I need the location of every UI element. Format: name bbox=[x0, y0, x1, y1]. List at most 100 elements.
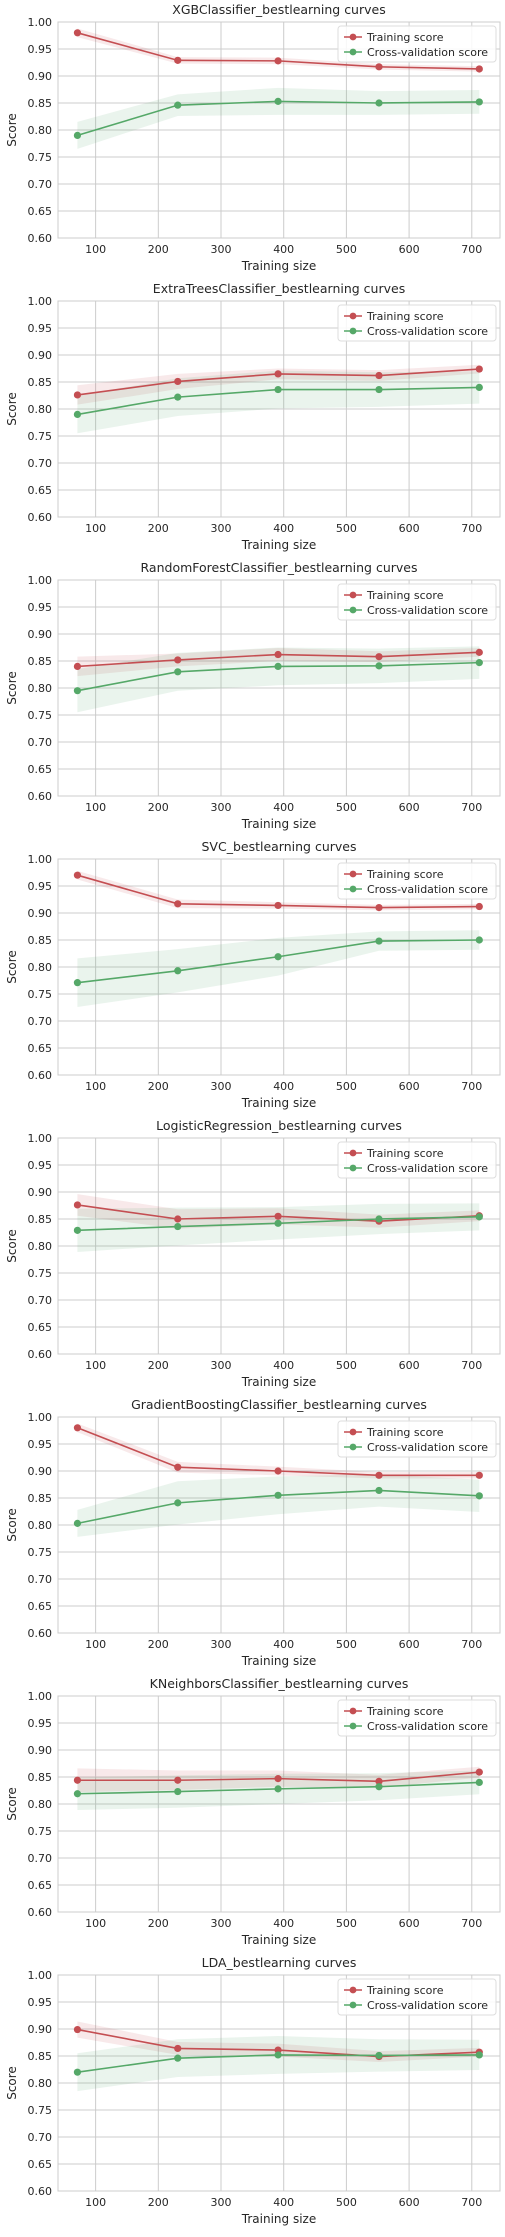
learning-curve-chart: KNeighborsClassifier_bestlearning curves… bbox=[0, 1674, 505, 1953]
y-tick-label: 0.75 bbox=[28, 430, 53, 443]
data-point-training bbox=[174, 1776, 182, 1784]
legend-entry: Training score bbox=[366, 1426, 444, 1439]
data-point-cross-validation bbox=[475, 1778, 483, 1786]
y-axis-label: Score bbox=[5, 950, 19, 984]
data-point-cross-validation bbox=[475, 383, 483, 391]
x-tick-label: 700 bbox=[461, 801, 482, 814]
data-point-cross-validation bbox=[73, 131, 82, 139]
y-tick-label: 0.60 bbox=[28, 1627, 53, 1640]
data-point-training bbox=[174, 2044, 182, 2053]
legend-marker bbox=[349, 327, 357, 335]
y-tick-label: 0.85 bbox=[28, 97, 53, 110]
data-point-training bbox=[174, 56, 182, 64]
legend-entry: Training score bbox=[366, 1147, 444, 1160]
y-tick-label: 0.75 bbox=[28, 1825, 53, 1838]
x-tick-label: 200 bbox=[148, 1080, 169, 1093]
y-tick-label: 0.95 bbox=[28, 601, 53, 614]
data-point-training bbox=[174, 377, 182, 386]
data-point-cross-validation bbox=[73, 1519, 82, 1527]
legend-marker bbox=[349, 33, 357, 41]
data-point-training bbox=[73, 871, 82, 879]
data-point-training bbox=[73, 391, 82, 399]
y-axis-label: Score bbox=[5, 392, 19, 426]
legend-entry: Cross-validation score bbox=[367, 1720, 488, 1733]
data-point-cross-validation bbox=[174, 101, 182, 109]
y-tick-label: 0.90 bbox=[28, 1744, 53, 1757]
legend-entry: Cross-validation score bbox=[367, 46, 488, 59]
y-axis-label: Score bbox=[5, 1508, 19, 1542]
y-tick-label: 0.70 bbox=[28, 736, 53, 749]
legend-marker bbox=[349, 1986, 357, 1994]
data-point-training bbox=[274, 1467, 282, 1475]
x-tick-label: 700 bbox=[461, 243, 482, 256]
plot-frame bbox=[57, 1974, 501, 2192]
legend-marker bbox=[349, 312, 357, 320]
y-tick-label: 0.95 bbox=[28, 1717, 53, 1730]
y-tick-label: 0.75 bbox=[28, 1267, 53, 1280]
data-point-cross-validation bbox=[274, 385, 282, 394]
x-tick-label: 600 bbox=[399, 1638, 420, 1651]
x-tick-label: 700 bbox=[461, 1080, 482, 1093]
data-point-cross-validation bbox=[475, 98, 483, 106]
legend-marker bbox=[349, 1428, 357, 1436]
x-tick-label: 200 bbox=[148, 522, 169, 535]
data-point-training bbox=[274, 1212, 282, 1220]
y-tick-label: 0.85 bbox=[28, 1213, 53, 1226]
data-point-training bbox=[274, 370, 282, 378]
x-tick-label: 600 bbox=[399, 243, 420, 256]
x-tick-label: 400 bbox=[273, 801, 294, 814]
chart-svg: ExtraTreesClassifier_bestlearning curves… bbox=[5, 281, 501, 552]
y-axis-label: Score bbox=[5, 2066, 19, 2100]
data-point-cross-validation bbox=[73, 2068, 82, 2076]
data-point-cross-validation bbox=[375, 2051, 383, 2060]
data-point-training bbox=[375, 371, 383, 380]
chart-svg: GradientBoostingClassifier_bestlearning … bbox=[5, 1397, 501, 1668]
data-point-cross-validation bbox=[274, 1219, 282, 1227]
legend: Training score Cross-validation score bbox=[337, 1141, 497, 1179]
y-tick-label: 0.65 bbox=[28, 484, 53, 497]
data-point-cross-validation bbox=[375, 1783, 383, 1791]
x-tick-label: 400 bbox=[273, 522, 294, 535]
data-point-cross-validation bbox=[274, 953, 282, 961]
data-point-cross-validation bbox=[73, 1790, 82, 1798]
y-tick-label: 0.70 bbox=[28, 1573, 53, 1586]
y-tick-label: 0.90 bbox=[28, 349, 53, 362]
legend-box bbox=[337, 1141, 497, 1179]
chart-title: KNeighborsClassifier_bestlearning curves bbox=[150, 1676, 409, 1691]
data-point-cross-validation bbox=[174, 1222, 182, 1231]
learning-curve-chart: XGBClassifier_bestlearning curves 0.60 0.6… bbox=[0, 0, 505, 279]
legend-entry: Cross-validation score bbox=[367, 325, 488, 338]
x-tick-label: 100 bbox=[85, 243, 106, 256]
y-tick-label: 0.75 bbox=[28, 1546, 53, 1559]
chart-svg: LDA_bestlearning curves 0.60 0.65 0.70 0.75 0… bbox=[5, 1955, 501, 2226]
x-tick-label: 700 bbox=[461, 1638, 482, 1651]
x-axis-label: Training size bbox=[241, 1933, 316, 1947]
legend-entry: Training score bbox=[366, 31, 444, 44]
x-tick-label: 400 bbox=[273, 1638, 294, 1651]
chart-title: SVC_bestlearning curves bbox=[201, 839, 356, 854]
x-tick-label: 300 bbox=[211, 1638, 232, 1651]
y-tick-label: 0.85 bbox=[28, 655, 53, 668]
data-point-training bbox=[174, 1215, 182, 1223]
legend-marker bbox=[349, 1164, 357, 1172]
x-tick-label: 400 bbox=[273, 1359, 294, 1372]
y-tick-label: 0.70 bbox=[28, 178, 53, 191]
x-axis-label: Training size bbox=[241, 1375, 316, 1389]
legend-entry: Training score bbox=[366, 1705, 444, 1718]
data-point-training bbox=[375, 1471, 383, 1479]
x-tick-label: 200 bbox=[148, 1359, 169, 1372]
x-tick-label: 500 bbox=[336, 801, 357, 814]
data-point-cross-validation bbox=[73, 979, 82, 987]
legend-marker bbox=[349, 870, 357, 878]
x-tick-label: 600 bbox=[399, 1917, 420, 1930]
x-tick-label: 300 bbox=[211, 1080, 232, 1093]
y-tick-label: 0.80 bbox=[28, 682, 53, 695]
data-point-cross-validation bbox=[174, 668, 182, 676]
data-point-cross-validation bbox=[375, 385, 383, 394]
y-tick-label: 0.60 bbox=[28, 511, 53, 524]
chart-svg: RandomForestClassifier_bestlearning curv… bbox=[5, 560, 501, 831]
y-axis-label: Score bbox=[5, 1787, 19, 1821]
y-tick-label: 0.90 bbox=[28, 907, 53, 920]
legend-entry: Cross-validation score bbox=[367, 883, 488, 896]
legend-entry: Training score bbox=[366, 868, 444, 881]
